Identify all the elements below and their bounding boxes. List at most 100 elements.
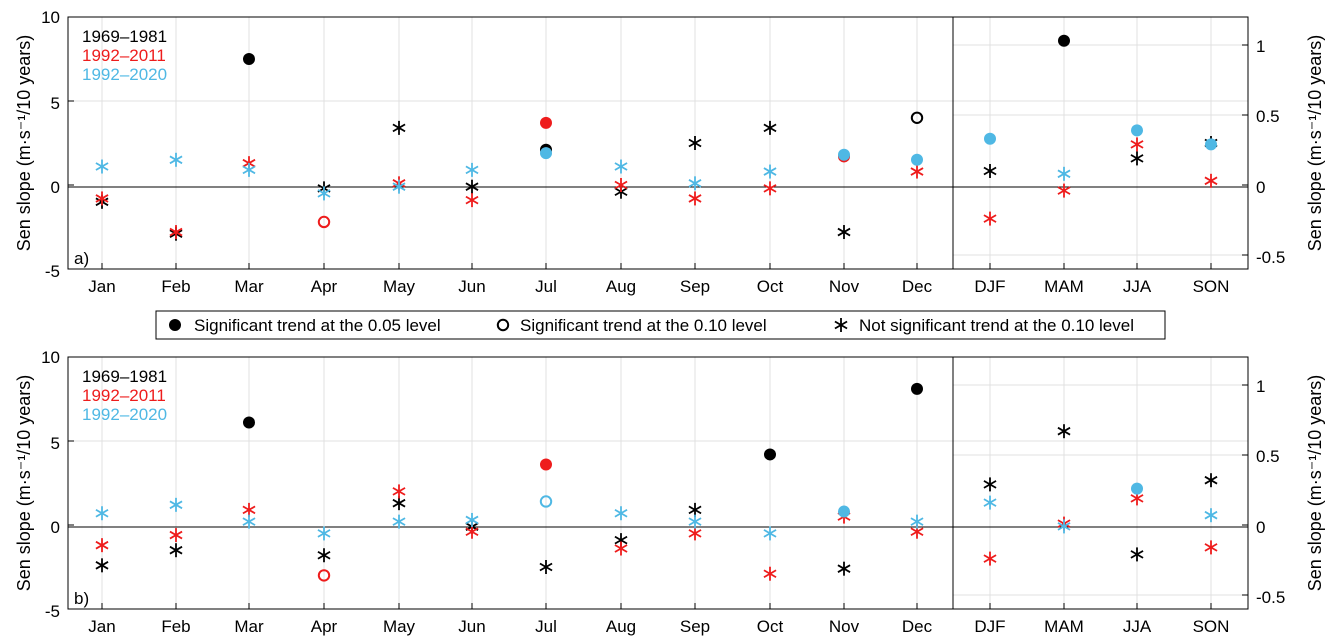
panel-a-ytick-left: 5 xyxy=(51,94,60,113)
panel-b-ytick-left: 10 xyxy=(41,348,60,367)
panel-a-ylabel-right: Sen slope (m·s⁻¹/10 years) xyxy=(1305,35,1325,252)
panel-b-xtick-label: Jul xyxy=(535,617,557,636)
panel-b-point xyxy=(763,526,777,541)
panel-b-point xyxy=(169,543,183,558)
panel-a: Jan Feb Mar Apr May Jun Jul Aug Sep Oct Nov Dec DJF M… xyxy=(14,8,1325,296)
panel-b-xtick-label: Dec xyxy=(902,617,933,636)
panel-b-point xyxy=(911,382,923,395)
panel-a-xtick-label: Oct xyxy=(757,277,784,296)
panel-b-point xyxy=(242,514,256,529)
panel-b-xtick-label: Sep xyxy=(680,617,710,636)
panel-b-point xyxy=(242,502,256,517)
panel-a-point xyxy=(614,159,628,174)
panel-b-xtick-label: Oct xyxy=(757,617,784,636)
panel-b-marks xyxy=(95,382,1218,582)
panel-b-period-label: 1992–2020 xyxy=(82,405,167,424)
panel-a-ytick-left: -5 xyxy=(45,262,60,281)
panel-a-point xyxy=(1057,183,1071,198)
panel-b-point xyxy=(764,448,776,461)
panel-a-point xyxy=(169,152,183,167)
panel-b-ylabel-left: Sen slope (m·s⁻¹/10 years) xyxy=(14,375,34,592)
panel-a-ytick-right: 0.5 xyxy=(1256,107,1280,126)
panel-b-point xyxy=(465,524,479,539)
panel-a-point xyxy=(838,148,850,161)
panel-b-xtick-label: MAM xyxy=(1044,617,1084,636)
panel-b-point xyxy=(317,526,331,541)
panel-a-point xyxy=(688,136,702,150)
panel-b-xtick-label: May xyxy=(383,617,416,636)
panel-b-point xyxy=(1057,424,1071,439)
panel-a-ytick-right: 0 xyxy=(1256,178,1265,197)
panel-b-point xyxy=(95,538,109,553)
panel-b-point xyxy=(540,458,552,471)
panel-a-xtick-label: Mar xyxy=(234,277,264,296)
panel-b: Jan Feb Mar Apr May Jun Jul Aug Sep Oct Nov Dec DJF M… xyxy=(14,348,1325,636)
panel-b-grid xyxy=(68,356,1248,609)
panel-b-xtick-label: JJA xyxy=(1123,617,1152,636)
legend: Significant trend at the 0.05 level Sign… xyxy=(155,310,1166,340)
panel-a-point xyxy=(465,179,479,194)
panel-a-point xyxy=(911,153,923,166)
panel-b-point xyxy=(614,541,628,556)
panel-b-point xyxy=(1204,540,1218,555)
panel-a-xtick-label: Apr xyxy=(311,277,338,296)
panel-b-point xyxy=(983,551,997,566)
legend-item-label: Not significant trend at the 0.10 level xyxy=(859,316,1134,335)
panel-b-period-label: 1992–2011 xyxy=(82,386,166,405)
panel-a-ytick-left: 0 xyxy=(51,178,60,197)
panel-a-point xyxy=(317,186,331,201)
panel-a-point xyxy=(392,179,406,194)
panel-a-point xyxy=(392,120,406,135)
panel-b-xtick-label: Nov xyxy=(829,617,860,636)
panel-a-xtick-label: Sep xyxy=(680,277,710,296)
panel-b-point xyxy=(688,502,702,517)
panel-a-point xyxy=(540,116,552,129)
panel-a-point xyxy=(763,181,777,196)
panel-b-ytick-right: -0.5 xyxy=(1256,588,1285,607)
panel-b-ytick-left: -5 xyxy=(45,602,60,621)
panel-a-point xyxy=(910,111,924,125)
panel-a-point xyxy=(1131,124,1143,137)
legend-star-glyph xyxy=(834,318,848,332)
panel-b-point xyxy=(317,569,331,582)
legend-item-label: Significant trend at the 0.10 level xyxy=(520,316,767,335)
panel-b-xtick-label: Feb xyxy=(161,617,190,636)
panel-a-ylabel-left: Sen slope (m·s⁻¹/10 years) xyxy=(14,35,34,252)
panel-b-point xyxy=(95,506,109,521)
panel-a-xtick-label: May xyxy=(383,277,416,296)
panel-a-point xyxy=(1058,34,1070,47)
panel-a-xtick-label: Feb xyxy=(161,277,190,296)
panel-a-point xyxy=(688,191,702,206)
panel-b-point xyxy=(688,514,702,529)
panel-a-point xyxy=(242,162,256,177)
panel-b-ticks: Jan Feb Mar Apr May Jun Jul Aug Sep Oct Nov Dec DJF M… xyxy=(68,356,1248,636)
panel-b-xtick-label: SON xyxy=(1193,617,1230,636)
panel-a-point xyxy=(910,164,924,179)
panel-b-ytick-right: 0.5 xyxy=(1256,447,1280,466)
panel-b-point xyxy=(392,496,406,511)
legend-star-marker xyxy=(834,318,848,332)
panel-a-ytick-left: 10 xyxy=(41,8,60,27)
panel-b-ytick-right: 1 xyxy=(1256,377,1265,396)
panel-a-point xyxy=(540,147,552,160)
panel-a-xtick-label: Nov xyxy=(829,277,860,296)
panel-b-point xyxy=(837,561,851,576)
panel-a-xtick-label: Dec xyxy=(902,277,933,296)
panel-a-ticks: Jan Feb Mar Apr May Jun Jul Aug Sep Oct Nov Dec DJF M… xyxy=(68,16,1248,296)
panel-b-point xyxy=(1204,473,1218,488)
panel-a-point xyxy=(763,164,777,179)
panel-a-xtick-label: MAM xyxy=(1044,277,1084,296)
panel-a-point xyxy=(465,162,479,177)
panel-b-point xyxy=(1057,519,1071,534)
panel-a-point xyxy=(1205,138,1217,151)
panel-a-xtick-label: Jul xyxy=(535,277,557,296)
panel-a-point xyxy=(95,191,109,206)
panel-b-point xyxy=(169,497,183,512)
panel-b-ytick-right: 0 xyxy=(1256,518,1265,537)
panel-b-point xyxy=(763,566,777,581)
panel-b-ylabel-right: Sen slope (m·s⁻¹/10 years) xyxy=(1305,375,1325,592)
panel-b-point xyxy=(910,514,924,529)
panel-b-xtick-label: Aug xyxy=(606,617,636,636)
panel-a-point xyxy=(95,159,109,174)
panel-b-point xyxy=(539,495,553,508)
